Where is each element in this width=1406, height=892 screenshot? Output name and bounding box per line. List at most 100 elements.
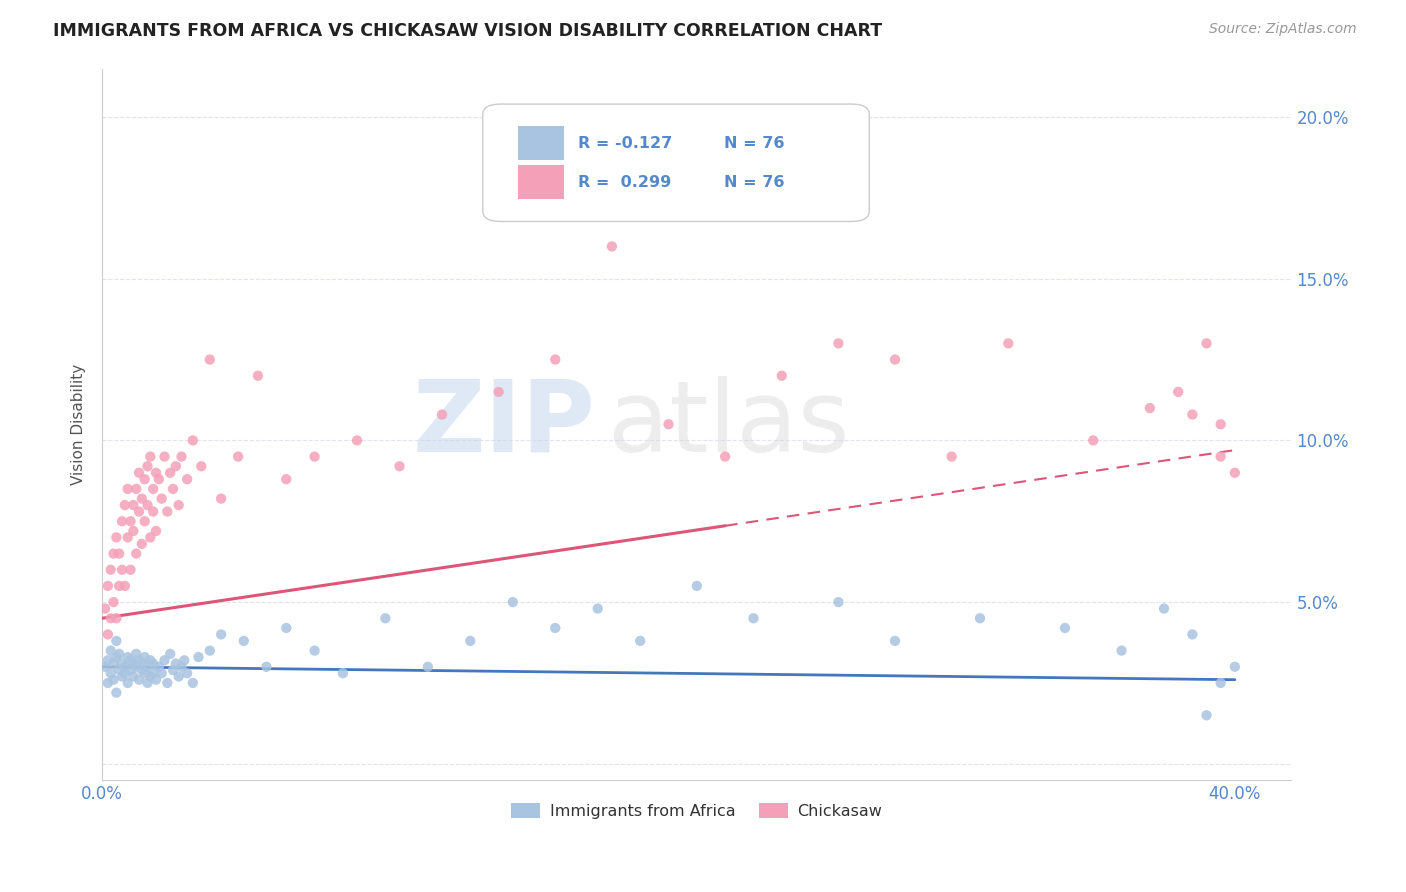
Point [117, 530, 139, 544]
Point [131, 537, 153, 551]
Point [1139, 401, 1161, 415]
Point [97, 676, 120, 690]
Text: R = -0.127: R = -0.127 [578, 136, 672, 151]
Point [114, 498, 136, 512]
Point [125, 660, 148, 674]
Point [94, 660, 117, 674]
Point [105, 686, 128, 700]
Point [1083, 434, 1105, 448]
Point [148, 472, 170, 486]
Point [122, 524, 145, 538]
Point [125, 647, 148, 661]
Point [226, 450, 249, 464]
Point [136, 676, 159, 690]
Point [150, 666, 173, 681]
Point [304, 450, 326, 464]
Point [1181, 627, 1204, 641]
Point [103, 673, 125, 687]
Point [969, 611, 991, 625]
Point [167, 498, 190, 512]
Point [145, 524, 167, 538]
Point [502, 595, 524, 609]
Point [657, 417, 679, 432]
Point [125, 482, 148, 496]
Point [139, 653, 162, 667]
Point [142, 657, 165, 671]
Text: N = 76: N = 76 [724, 136, 785, 151]
Point [1223, 466, 1246, 480]
Point [209, 627, 232, 641]
Point [686, 579, 709, 593]
FancyBboxPatch shape [482, 104, 869, 221]
Point [209, 491, 232, 506]
Point [131, 657, 153, 671]
Point [114, 660, 136, 674]
Point [111, 514, 134, 528]
Point [114, 579, 136, 593]
Point [105, 611, 128, 625]
Point [134, 666, 156, 681]
Point [1195, 336, 1218, 351]
Point [120, 653, 142, 667]
Point [176, 472, 198, 486]
Point [148, 660, 170, 674]
Point [544, 621, 567, 635]
Point [827, 336, 849, 351]
Point [139, 450, 162, 464]
Point [884, 633, 907, 648]
Point [136, 498, 159, 512]
Point [1209, 676, 1232, 690]
Point [120, 563, 142, 577]
Text: Source: ZipAtlas.com: Source: ZipAtlas.com [1209, 22, 1357, 37]
Point [586, 601, 609, 615]
Point [742, 611, 765, 625]
Point [176, 666, 198, 681]
Point [122, 498, 145, 512]
Text: IMMIGRANTS FROM AFRICA VS CHICKASAW VISION DISABILITY CORRELATION CHART: IMMIGRANTS FROM AFRICA VS CHICKASAW VISI… [53, 22, 883, 40]
Point [1195, 708, 1218, 723]
Point [108, 579, 131, 593]
Point [170, 450, 193, 464]
Point [770, 368, 793, 383]
Point [256, 660, 278, 674]
Point [159, 466, 181, 480]
Legend: Immigrants from Africa, Chickasaw: Immigrants from Africa, Chickasaw [505, 797, 889, 825]
Point [332, 666, 354, 681]
Point [1181, 408, 1204, 422]
Point [159, 647, 181, 661]
Point [167, 669, 190, 683]
Point [628, 633, 651, 648]
Point [1167, 384, 1189, 399]
Point [131, 491, 153, 506]
Point [488, 384, 510, 399]
Point [1153, 601, 1175, 615]
Point [374, 611, 396, 625]
Point [111, 657, 134, 671]
Text: ZIP: ZIP [413, 376, 596, 473]
Point [150, 491, 173, 506]
Point [100, 611, 122, 625]
Point [139, 530, 162, 544]
Point [142, 482, 165, 496]
Point [153, 653, 176, 667]
Point [181, 434, 204, 448]
FancyBboxPatch shape [519, 165, 564, 200]
Point [122, 669, 145, 683]
Point [114, 666, 136, 681]
Point [1209, 450, 1232, 464]
Point [884, 352, 907, 367]
Text: atlas: atlas [607, 376, 849, 473]
Point [94, 601, 117, 615]
Point [128, 673, 150, 687]
Point [170, 660, 193, 674]
Point [136, 660, 159, 674]
Point [139, 669, 162, 683]
Point [103, 595, 125, 609]
Point [108, 647, 131, 661]
Point [97, 627, 120, 641]
Point [246, 368, 269, 383]
Point [142, 504, 165, 518]
Point [128, 653, 150, 667]
Text: N = 76: N = 76 [724, 175, 785, 190]
Point [187, 650, 209, 665]
